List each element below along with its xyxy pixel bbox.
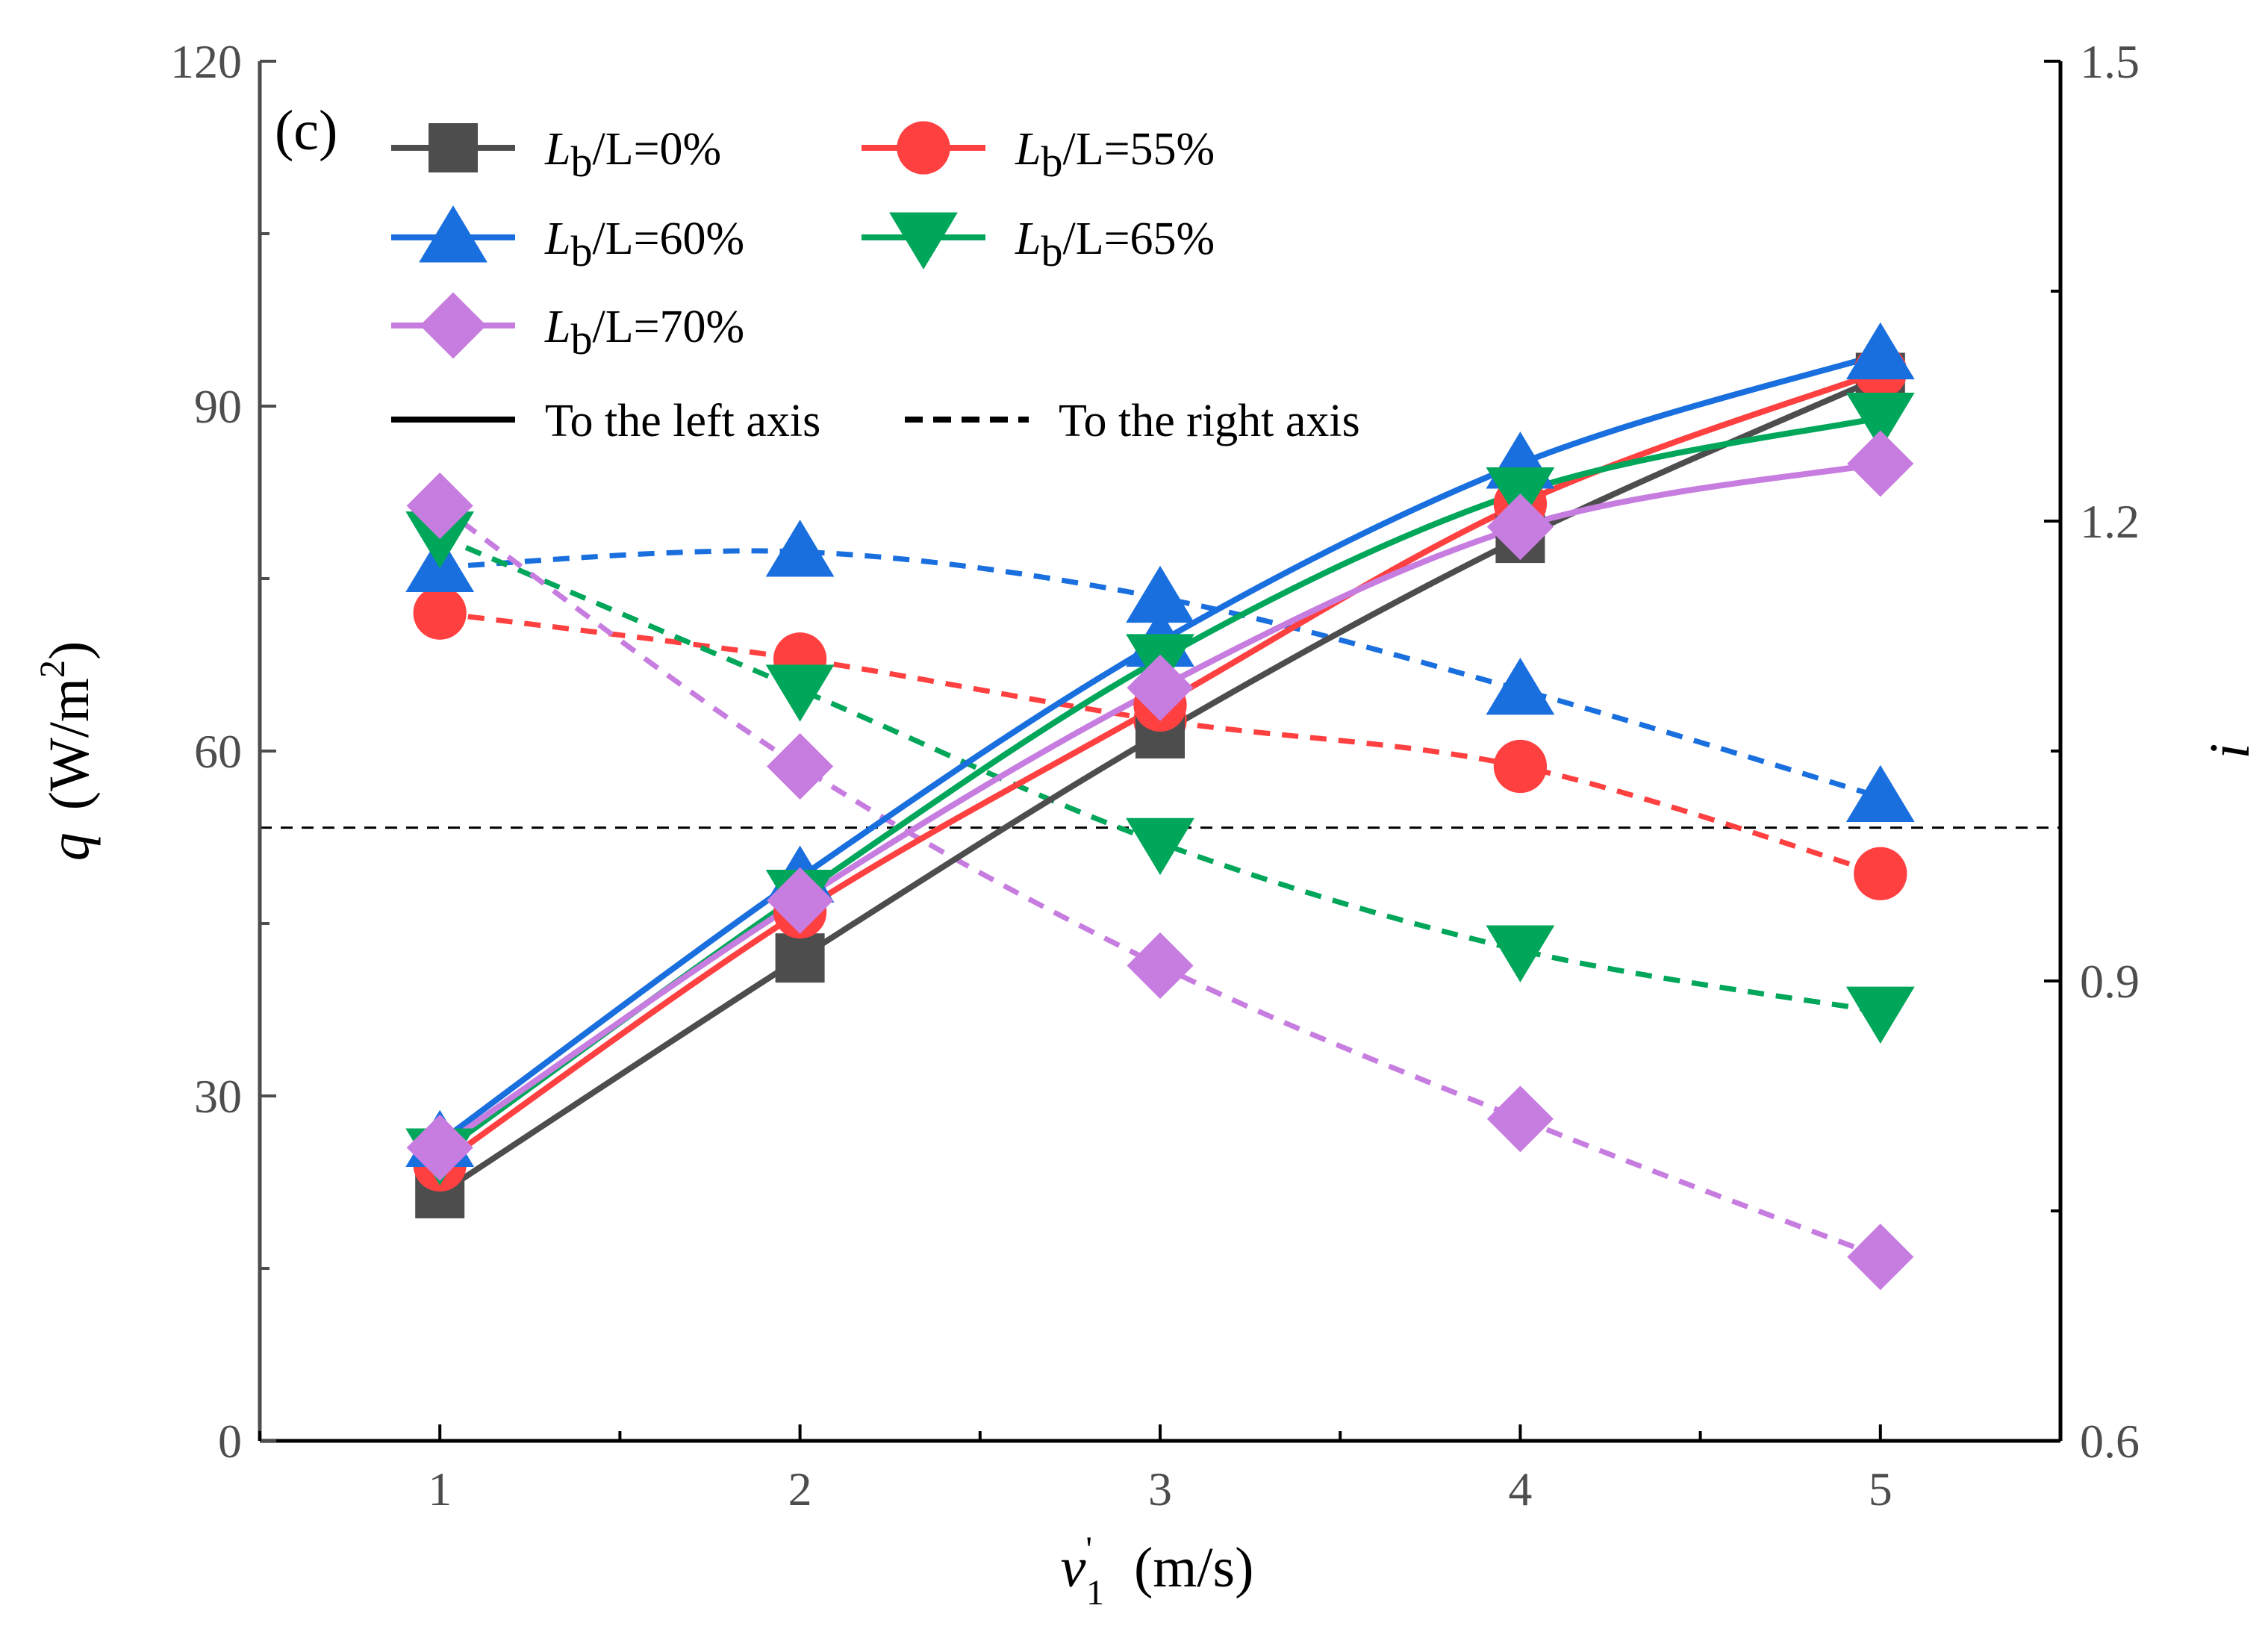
legend-marker-3 xyxy=(889,212,958,270)
legend-label-2: Lb/L=60% xyxy=(544,214,744,275)
legend-label-0: Lb/L=0% xyxy=(544,124,721,186)
bottom-tick-label: 5 xyxy=(1869,1463,1892,1516)
legend-marker-2 xyxy=(419,205,487,263)
series-left-point-3-4 xyxy=(1845,392,1915,450)
bottom-tick-label: 2 xyxy=(788,1463,812,1516)
series-left-point-4-3 xyxy=(1486,493,1554,561)
right-tick-label: 1.2 xyxy=(2080,495,2140,548)
series-right-point-2-4 xyxy=(1845,764,1915,823)
series-right-point-3-3 xyxy=(1486,925,1555,982)
series-left-point-2-4 xyxy=(1845,322,1915,380)
series-right-line-3 xyxy=(438,534,1881,1015)
left-tick-label: 60 xyxy=(194,725,242,778)
legend-label-4: Lb/L=70% xyxy=(544,302,744,364)
series-right-point-1-0 xyxy=(413,586,467,640)
right-tick-label: 0.6 xyxy=(2080,1415,2140,1468)
bottom-tick-label: 4 xyxy=(1508,1463,1532,1516)
series-right-point-1-4 xyxy=(1854,847,1907,900)
series-left-point-4-0 xyxy=(406,1114,473,1181)
left-y-axis-title: q(W/m2) xyxy=(33,641,101,862)
series-right-point-3-0 xyxy=(405,511,475,569)
series-left-point-4-1 xyxy=(767,867,834,934)
series-right-point-4-3 xyxy=(1486,1085,1554,1153)
left-tick-label: 90 xyxy=(194,380,242,433)
legend-marker-0 xyxy=(429,123,478,172)
left-tick-label: 120 xyxy=(170,35,242,88)
x-axis-title: v' 1 (m/s) xyxy=(1061,1530,1254,1613)
series-right-point-2-3 xyxy=(1486,657,1555,715)
series-right-point-3-4 xyxy=(1845,986,1915,1044)
legend-marker-1 xyxy=(897,121,950,175)
legend-label-1: Lb/L=55% xyxy=(1015,124,1215,186)
series-right-point-3-2 xyxy=(1126,817,1194,876)
series-left-point-0-1 xyxy=(775,933,825,983)
right-tick-label: 1.5 xyxy=(2080,35,2140,88)
bottom-tick-label: 3 xyxy=(1148,1463,1172,1516)
series-right-point-2-1 xyxy=(765,520,835,577)
series-right-point-2-2 xyxy=(1126,565,1194,623)
left-tick-label: 0 xyxy=(218,1415,242,1468)
legend-label-3: Lb/L=65% xyxy=(1015,214,1215,275)
bottom-tick-label: 1 xyxy=(428,1463,452,1516)
panel-label: (c) xyxy=(275,99,337,162)
series-left-point-4-4 xyxy=(1847,430,1914,497)
right-y-axis-title: i xyxy=(2199,743,2261,759)
legend-marker-4 xyxy=(420,292,487,359)
series-right-point-1-3 xyxy=(1493,739,1548,794)
legend-label-left-axis: To the left axis xyxy=(545,396,820,446)
series-right-point-4-1 xyxy=(767,732,834,800)
right-tick-label: 0.9 xyxy=(2080,955,2140,1008)
series-right-point-4-4 xyxy=(1847,1224,1914,1291)
series-right-point-4-0 xyxy=(406,472,473,540)
series-right-line-4 xyxy=(438,503,1882,1259)
series-right-point-3-1 xyxy=(765,664,835,722)
series-right-point-4-2 xyxy=(1127,932,1194,1000)
legend-label-right-axis: To the right axis xyxy=(1059,396,1360,446)
left-tick-label: 30 xyxy=(194,1070,242,1123)
series-left-point-4-2 xyxy=(1127,654,1194,721)
series-right-line-1 xyxy=(439,610,1881,876)
